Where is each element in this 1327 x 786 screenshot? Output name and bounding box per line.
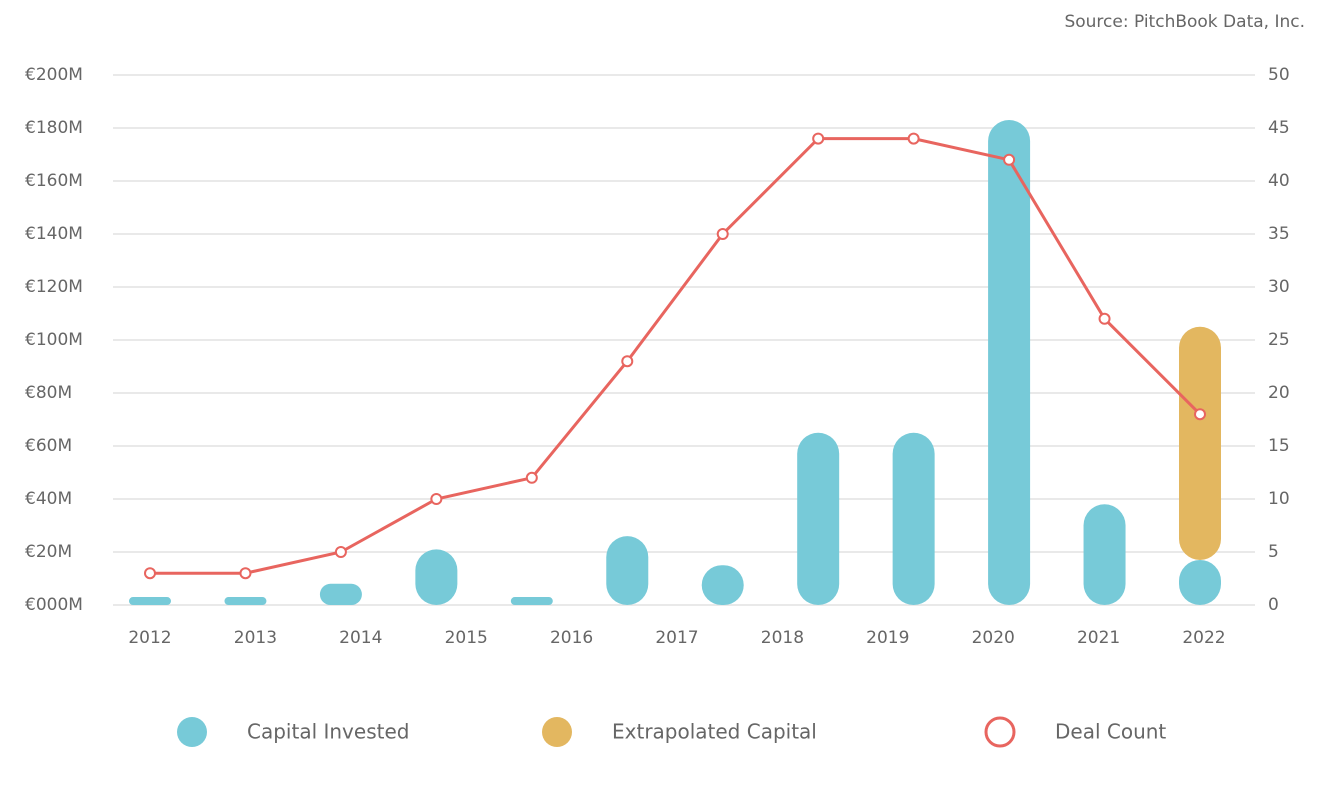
legend-marker: [542, 717, 572, 747]
point: [621, 355, 634, 368]
line: [150, 137, 1202, 575]
bar: [1179, 326, 1221, 560]
bar: [415, 549, 458, 605]
y-tick-label: €80M: [25, 383, 72, 403]
y-tick-label: €140M: [25, 224, 83, 244]
x-tick-label: 2015: [445, 628, 488, 648]
x-tick-label: 2013: [234, 628, 277, 648]
bar: [988, 120, 1031, 606]
bar: [701, 565, 744, 605]
y-tick-label: €000M: [25, 595, 83, 615]
x-tick-label: 2014: [339, 628, 382, 648]
point: [144, 567, 156, 580]
bar: [510, 597, 553, 605]
x-tick-label: 2018: [761, 628, 804, 648]
y-tick-label: €60M: [25, 436, 72, 456]
y2-tick-label: 50: [1268, 65, 1290, 85]
x-tick-label: 2016: [550, 628, 593, 648]
point: [1003, 153, 1016, 166]
x-tick-label: 2020: [972, 628, 1015, 648]
y2-tick-label: 10: [1268, 489, 1290, 509]
legend-label: Extrapolated Capital: [612, 720, 817, 744]
point: [1194, 408, 1206, 421]
y2-tick-label: 35: [1268, 224, 1290, 244]
legend-marker: [177, 717, 207, 747]
point: [716, 228, 729, 240]
bar: [1083, 504, 1126, 605]
x-tick-label: 2012: [128, 628, 171, 648]
y2-tick-label: 15: [1268, 436, 1290, 456]
point: [907, 132, 920, 145]
y2-tick-label: 25: [1268, 330, 1290, 350]
point: [430, 493, 443, 505]
point: [334, 546, 347, 558]
legend-label: Capital Invested: [247, 720, 409, 744]
y-tick-label: €180M: [25, 118, 83, 138]
x-tick-label: 2019: [866, 628, 909, 648]
y-tick-label: €100M: [25, 330, 83, 350]
legend-label: Deal Count: [1055, 720, 1166, 744]
legend-marker: [984, 716, 1016, 748]
bar: [224, 597, 267, 605]
y-tick-label: €40M: [25, 489, 72, 509]
x-tick-label: 2022: [1182, 628, 1225, 648]
y2-tick-label: 45: [1268, 118, 1290, 138]
x-tick-label: 2021: [1077, 628, 1120, 648]
point: [525, 471, 538, 484]
point: [1098, 312, 1111, 325]
point: [812, 132, 825, 145]
y2-tick-label: 40: [1268, 171, 1290, 191]
x-tick-label: 2017: [655, 628, 698, 648]
y2-tick-label: 5: [1268, 542, 1279, 562]
bar: [129, 597, 171, 605]
y-tick-label: €160M: [25, 171, 83, 191]
y-tick-label: €200M: [25, 65, 83, 85]
bar: [606, 536, 649, 605]
bar: [892, 432, 935, 605]
point: [239, 567, 252, 580]
source: Source: PitchBook Data, Inc.: [1064, 12, 1305, 32]
y2-tick-label: 20: [1268, 383, 1290, 403]
y-tick-label: €120M: [25, 277, 83, 297]
bar: [319, 583, 362, 605]
y2-tick-label: 30: [1268, 277, 1290, 297]
bar: [797, 432, 840, 605]
y-tick-label: €20M: [25, 542, 72, 562]
bar: [1179, 559, 1221, 605]
y2-tick-label: 0: [1268, 595, 1279, 615]
